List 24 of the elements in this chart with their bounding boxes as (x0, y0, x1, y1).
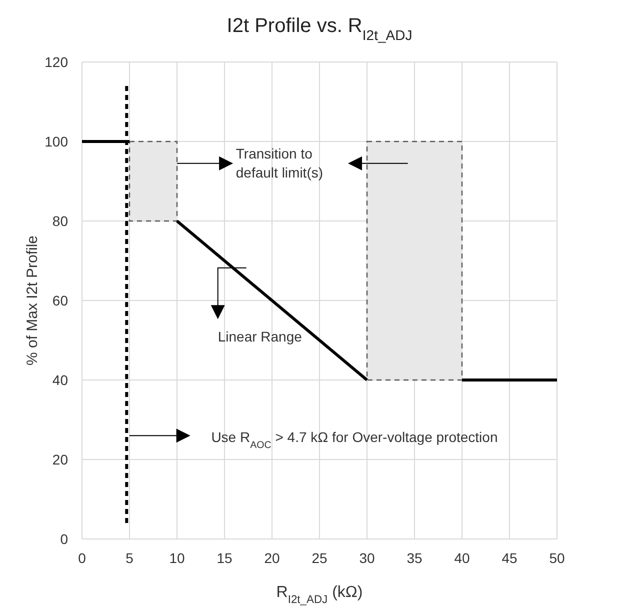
annotation: Use R$_{AOC}$ > 4.7 kΩ for Over-voltage protection (211, 428, 498, 450)
y-axis-title: % of Max I2t Profile (24, 235, 41, 366)
y-tick-label: 80 (52, 213, 68, 229)
x-tick-label: 30 (359, 550, 375, 566)
chart-title: I2t Profile vs. R$_{I2t_ADJ}$ (226, 15, 412, 43)
x-tick-label: 20 (264, 550, 280, 566)
x-tick-label: 10 (169, 550, 185, 566)
y-tick-label: 100 (44, 134, 68, 150)
x-axis-title: R$_{I2t_ADJ}$ (kΩ) (276, 584, 363, 606)
y-tick-label: 60 (52, 292, 68, 308)
x-tick-label: 0 (78, 550, 86, 566)
annotation: Linear Range (218, 328, 302, 344)
x-tick-label: 40 (454, 550, 470, 566)
x-tick-label: 50 (549, 550, 565, 566)
x-tick-label: 35 (406, 550, 422, 566)
annotation: Transition to default limit(s) (236, 145, 324, 180)
x-tick-label: 15 (216, 550, 232, 566)
y-tick-label: 20 (52, 452, 68, 468)
y-tick-label: 40 (52, 372, 68, 388)
x-tick-label: 25 (312, 550, 328, 566)
x-tick-label: 5 (126, 550, 134, 566)
x-tick-label: 45 (502, 550, 518, 566)
y-tick-label: 0 (60, 531, 68, 547)
y-tick-label: 120 (44, 54, 68, 70)
